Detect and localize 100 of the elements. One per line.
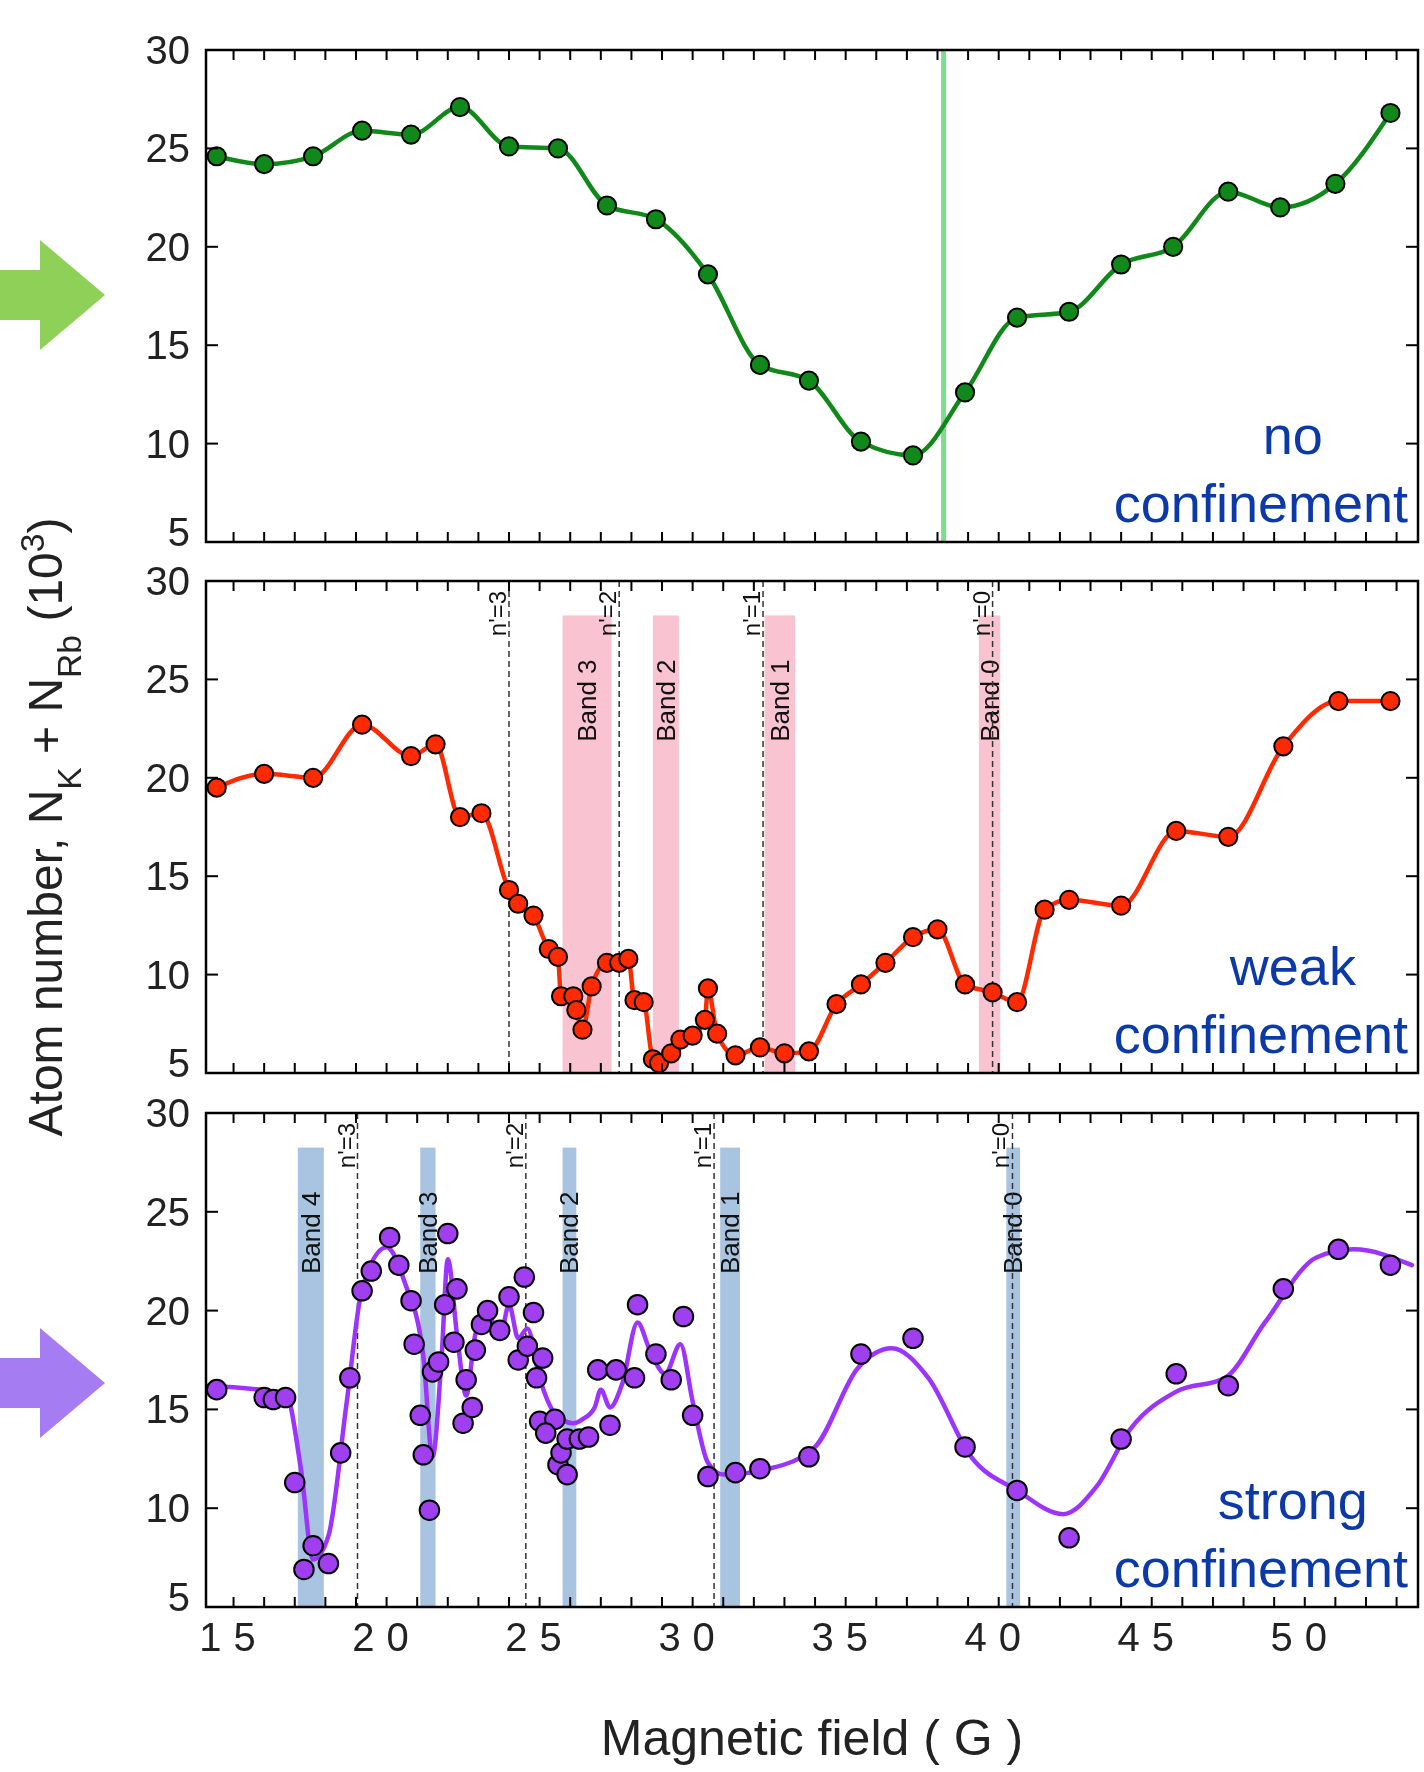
point <box>1325 173 1346 194</box>
point <box>1380 102 1401 124</box>
band-label: Band 2 <box>554 1191 585 1274</box>
annotation: weak confinement <box>1113 936 1408 1064</box>
point <box>425 734 446 755</box>
annotation: n'=2 <box>594 590 622 637</box>
point <box>351 120 373 141</box>
x-tick-label: 40 <box>964 1615 1033 1659</box>
point <box>1270 197 1291 218</box>
point <box>826 994 847 1015</box>
point <box>618 948 639 969</box>
point <box>982 982 1003 1003</box>
point <box>697 264 719 285</box>
point <box>449 807 471 828</box>
y-tick-label: 25 <box>145 1189 190 1234</box>
point <box>254 763 275 784</box>
point <box>471 803 492 824</box>
annotation: n'=2 <box>500 1122 528 1169</box>
band-label: Band 1 <box>764 659 795 742</box>
point <box>633 992 654 1013</box>
point <box>725 1045 746 1066</box>
point <box>850 431 872 452</box>
point <box>749 1037 771 1058</box>
point <box>954 382 976 403</box>
point <box>523 905 544 926</box>
point <box>449 96 471 118</box>
point <box>1111 254 1132 275</box>
band-label: Band 3 <box>412 1191 443 1274</box>
point <box>1218 826 1239 847</box>
point <box>1006 307 1028 328</box>
y-tick-label: 25 <box>145 126 190 171</box>
point <box>303 767 324 788</box>
point <box>749 354 771 375</box>
y-tick-label: 5 <box>167 1575 190 1619</box>
annotation: n'=1 <box>689 1122 717 1169</box>
band-label: Band 3 <box>572 659 603 742</box>
point <box>581 976 602 997</box>
x-tick-label: 15 <box>199 1615 268 1659</box>
point <box>206 777 227 798</box>
y-tick-label: 10 <box>145 1486 190 1531</box>
point <box>1166 820 1187 842</box>
y-tick-label: 15 <box>145 323 190 368</box>
point <box>1058 301 1080 322</box>
y-tick-label: 30 <box>145 1091 190 1135</box>
annotation: strong confinement <box>1113 1470 1408 1598</box>
point <box>774 1043 795 1064</box>
annotation: n'=3 <box>332 1122 360 1169</box>
y-tick-label: 30 <box>145 559 190 603</box>
y-tick-label: 10 <box>145 421 190 466</box>
point <box>694 1009 715 1030</box>
point <box>508 893 529 914</box>
point <box>1058 889 1080 910</box>
point <box>1328 690 1349 712</box>
y-tick-label: 15 <box>145 854 190 899</box>
point <box>1380 690 1401 712</box>
point <box>1111 895 1132 916</box>
x-tick-label: 45 <box>1117 1615 1186 1659</box>
band-label: Band 0 <box>998 1191 1029 1274</box>
y-tick-label: 5 <box>167 1041 190 1085</box>
band-label: Band 0 <box>974 659 1005 742</box>
y-tick-label: 10 <box>145 952 190 997</box>
y-tick-label: 5 <box>167 510 190 554</box>
point <box>661 1043 682 1064</box>
point <box>798 1041 820 1062</box>
y-tick-label: 30 <box>145 28 190 72</box>
point <box>1218 181 1239 202</box>
point <box>927 919 948 940</box>
x-tick-label: 25 <box>505 1615 574 1659</box>
annotation: n'=1 <box>738 590 766 637</box>
point <box>547 138 569 159</box>
point <box>303 146 324 167</box>
point <box>1163 236 1184 257</box>
point <box>875 952 896 973</box>
x-axis-title: Magnetic field ( G ) <box>600 1710 1024 1766</box>
x-tick-label: 35 <box>811 1615 880 1659</box>
point <box>254 154 275 175</box>
band-label: Band 2 <box>650 659 681 742</box>
point <box>902 445 924 466</box>
annotation: n'=0 <box>967 590 995 637</box>
point <box>902 927 924 948</box>
y-tick-label: 15 <box>145 1387 190 1432</box>
point <box>498 136 520 157</box>
point <box>798 370 820 391</box>
point <box>645 209 667 230</box>
point <box>954 974 976 995</box>
point <box>1006 992 1028 1013</box>
y-tick-label: 20 <box>145 224 190 269</box>
point <box>566 999 587 1021</box>
band-label: Band 4 <box>295 1191 326 1274</box>
point <box>572 1019 593 1040</box>
x-tick-label: 50 <box>1270 1615 1340 1659</box>
y-tick-label: 20 <box>145 755 190 800</box>
x-tick-label: 20 <box>352 1615 421 1659</box>
point <box>547 946 569 967</box>
annotation: n'=3 <box>484 590 511 637</box>
point <box>707 1023 728 1044</box>
point <box>697 978 719 999</box>
point <box>682 1025 703 1046</box>
y-tick-label: 20 <box>145 1288 190 1333</box>
y-tick-label: 25 <box>145 657 190 702</box>
